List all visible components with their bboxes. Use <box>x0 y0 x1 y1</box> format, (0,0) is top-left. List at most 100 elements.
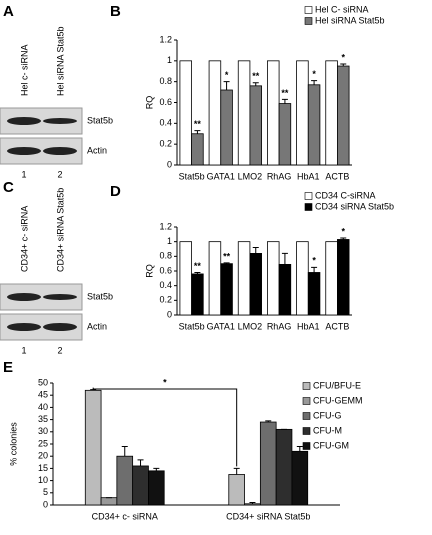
legend-label: CFU-GEMM <box>313 395 363 405</box>
error-bar <box>137 459 144 466</box>
y-tick-label: 0.4 <box>159 118 172 128</box>
lane-number: 1 <box>21 345 26 355</box>
x-tick-label: Stat5b <box>179 171 205 181</box>
error-bar <box>252 82 259 86</box>
bar <box>267 241 280 316</box>
y-tick-label: 30 <box>38 426 48 436</box>
y-tick-label: 35 <box>38 414 48 424</box>
legend-label: CFU-GM <box>313 440 349 450</box>
error-bar <box>223 81 230 90</box>
bar <box>220 89 233 166</box>
error-bar <box>233 467 240 475</box>
panel-letter: A <box>3 3 14 20</box>
legend-swatch <box>302 382 311 390</box>
error-bar <box>223 262 230 264</box>
lane-number: 2 <box>57 169 62 179</box>
y-tick-label: 0 <box>167 159 172 169</box>
y-tick-label: 1 <box>167 236 172 246</box>
legend-swatch <box>302 427 311 435</box>
significance-label: * <box>341 226 345 236</box>
lane-label: Hel siRNA Stat5b <box>55 26 65 96</box>
y-tick-label: 1.2 <box>159 221 172 231</box>
bar <box>307 84 321 166</box>
legend-swatch <box>302 412 311 420</box>
bar <box>275 428 293 506</box>
bar <box>291 450 309 506</box>
bar <box>244 503 261 506</box>
y-axis-label: RQ <box>144 264 154 278</box>
error-bar <box>194 130 201 134</box>
significance-label: ** <box>194 261 202 271</box>
y-tick-label: 0 <box>167 309 172 319</box>
x-tick-label: ACTB <box>325 321 349 331</box>
bar <box>100 497 118 506</box>
significance-label: * <box>163 377 167 387</box>
legend-label: CD34 siRNA Stat5b <box>315 201 394 211</box>
legend-swatch <box>304 6 313 14</box>
y-axis-label: % colonies <box>8 422 18 466</box>
bar <box>267 60 280 166</box>
bar <box>116 455 134 506</box>
bar <box>208 241 222 316</box>
bar <box>337 65 350 166</box>
bar <box>296 241 309 316</box>
blot-band <box>43 294 77 300</box>
y-tick-label: 0.4 <box>159 280 172 290</box>
band-label: Actin <box>87 145 107 155</box>
x-tick-label: HbA1 <box>297 171 320 181</box>
bar <box>191 133 204 166</box>
bar <box>259 421 277 506</box>
error-bar <box>252 247 259 254</box>
y-tick-label: 25 <box>38 438 48 448</box>
band-label: Actin <box>87 321 107 331</box>
y-tick-label: 0.6 <box>159 97 172 107</box>
legend-swatch <box>302 442 311 450</box>
bar <box>237 241 251 316</box>
error-bar <box>340 237 347 240</box>
bar <box>296 60 309 166</box>
significance-label: * <box>312 69 316 79</box>
error-bar <box>311 266 318 273</box>
legend-swatch <box>304 192 313 200</box>
bar <box>228 474 245 506</box>
legend-label: CFU-G <box>313 410 342 420</box>
y-tick-label: 0.2 <box>159 139 172 149</box>
panel-letter: D <box>110 183 121 200</box>
error-bar <box>90 389 97 391</box>
bar <box>249 85 262 166</box>
lane-label: CD34+ c- siRNA <box>19 206 29 272</box>
x-tick-label: LMO2 <box>238 321 263 331</box>
legend-label: Hel siRNA Stat5b <box>315 15 385 25</box>
error-bar <box>194 271 201 274</box>
y-tick-label: 20 <box>38 451 48 461</box>
bar <box>208 60 222 166</box>
x-tick-label: Stat5b <box>179 321 205 331</box>
bar <box>237 60 251 166</box>
legend-label: CFU/BFU-E <box>313 380 361 390</box>
x-tick-label: CD34+ c- siRNA <box>92 511 158 521</box>
bar <box>278 103 292 166</box>
bar <box>84 389 102 506</box>
panel-letter: B <box>110 3 121 20</box>
x-tick-label: GATA1 <box>207 171 235 181</box>
error-bar <box>249 502 256 504</box>
bar <box>179 60 192 166</box>
blot-band <box>43 323 77 331</box>
blot-band <box>7 323 41 331</box>
y-tick-label: 0.2 <box>159 295 172 305</box>
bar <box>132 465 149 506</box>
y-tick-label: 15 <box>38 463 48 473</box>
x-tick-label: LMO2 <box>238 171 263 181</box>
blot-band <box>7 293 41 301</box>
y-tick-label: 0 <box>43 499 48 509</box>
lane-label: CD34+ siRNA Stat5b <box>55 188 65 272</box>
x-tick-label: RhAG <box>267 321 292 331</box>
significance-bracket <box>92 387 238 467</box>
error-bar <box>265 420 272 423</box>
significance-label: ** <box>252 71 260 81</box>
error-bar <box>340 63 347 67</box>
significance-label: ** <box>223 251 231 261</box>
y-tick-label: 0.6 <box>159 265 172 275</box>
bar <box>325 241 338 316</box>
